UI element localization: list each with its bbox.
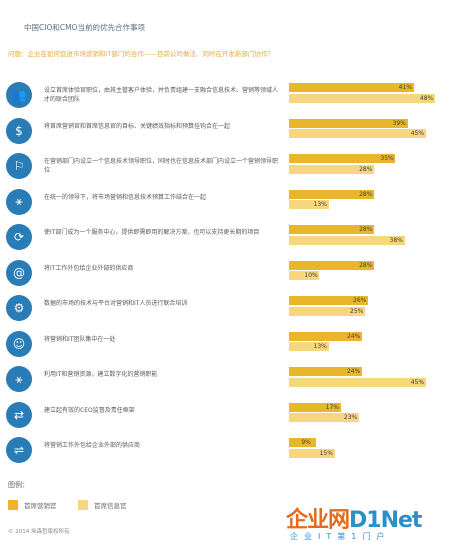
category-label: 将营销工作外包给企业外部的供应商 <box>44 442 141 449</box>
bar-cio <box>289 306 365 316</box>
chart-title: 中国CIO和CMO当前的优先合作事项 <box>24 23 145 32</box>
legend-label-cmo: 首席营销官 <box>24 502 57 510</box>
network-icon: ⚹ <box>6 188 32 215</box>
watermark-logo-main: 企业网 <box>286 508 350 533</box>
survey-question: 问题：企业在如何促进市场营销和IT部门的合作——目前公司做法、同时在开发新部门协… <box>8 50 274 58</box>
gear-head-icon: ⚙ <box>6 295 32 321</box>
bar-label-cmo: 28% <box>359 226 373 233</box>
bar-label-cio: 45% <box>410 130 425 137</box>
bar-cio <box>289 235 405 245</box>
network-icon: ⚹ <box>6 366 32 392</box>
category-label: 在统一的领导下，将市场营销和信息技术预算工作结合在一起 <box>44 193 207 201</box>
bar-label-cmo: 28% <box>359 261 373 269</box>
bar-cmo <box>289 118 408 128</box>
category-label: 建立起有效的CEO监督及责任框架 <box>44 406 135 414</box>
bar-label-cmo: 39% <box>392 119 406 127</box>
bar-label-cmo: 41% <box>398 84 412 91</box>
category-label: 将营销和IT团队集中在一处 <box>44 335 116 343</box>
bar-label-cmo: 17% <box>325 403 340 411</box>
org-chart-icon: ⚐ <box>6 153 32 179</box>
bar-label-cmo: 35% <box>380 155 394 162</box>
watermark-logo: 企业网D1Net <box>286 502 422 534</box>
bar-label-cio: 38% <box>389 236 403 244</box>
legend-item-cmo: 首席营销官 <box>8 500 57 510</box>
head-icon: ☺ <box>6 330 32 357</box>
bar-label-cio: 10% <box>304 272 318 279</box>
copyright: © 2014 埃森哲版权所有 <box>8 529 70 535</box>
category-label: 使IT部门成为一个服务中心，提供即需即用的解决方案，也可以支持更长期的项目 <box>44 229 260 236</box>
bar-cio <box>289 271 320 280</box>
bar-label-cio: 15% <box>319 449 333 457</box>
sync-icon: ⟳ <box>6 224 32 250</box>
watermark-tagline: 企业IT第1门户 <box>290 532 391 541</box>
bar-cio <box>289 448 335 458</box>
bar-label-cio: 23% <box>343 414 358 421</box>
bar-label-cmo: 26% <box>353 297 367 304</box>
handshake-icon: ⇄ <box>6 401 32 428</box>
watermark-logo-accent: D1Net <box>349 508 422 533</box>
bar-label-cio: 45% <box>410 378 425 386</box>
legend-item-cio: 首席信息官 <box>78 500 127 510</box>
category-label: 数据的市场的技术与平台对营销和IT人员进行联合培训 <box>44 300 188 307</box>
bar-cmo <box>289 83 414 92</box>
category-label: 将IT工作外包给企业外部的供应商 <box>44 264 134 272</box>
bar-cio <box>289 129 426 138</box>
bar-cmo <box>289 296 369 305</box>
category-label: 利用IT和营销资源，建立数字化的营销职能 <box>44 371 158 378</box>
email-icon: @ <box>6 259 32 286</box>
legend-title: 图例： <box>8 481 29 489</box>
bar-cmo <box>289 438 317 447</box>
bar-cio <box>289 93 435 103</box>
bar-label-cio: 25% <box>350 307 364 315</box>
bar-cmo <box>289 154 396 163</box>
legend-label-cio: 首席信息官 <box>94 502 127 510</box>
category-label: 设立首席体验官职位，由其主管客户体验，并负责组建一支融合信息技术、营销等领域人才… <box>44 87 279 103</box>
bar-cmo <box>289 402 341 412</box>
category-label: 将首席营销官和首席信息官的目标、关键绩效指标和预算挂钩合在一起 <box>44 122 231 130</box>
bar-label-cio: 48% <box>419 94 434 102</box>
bar-cio <box>289 377 426 387</box>
legend-swatch-cio <box>78 500 88 510</box>
bar-cio <box>289 164 375 174</box>
legend-swatch-cmo <box>8 500 18 510</box>
bar-label-cio: 13% <box>313 343 327 350</box>
bar-cmo <box>289 189 375 199</box>
bar-label-cmo: 28% <box>359 190 373 198</box>
bar-cio <box>289 200 329 209</box>
bar-label-cio: 13% <box>313 201 327 208</box>
dollar-icon: $ <box>6 117 32 144</box>
bar-label-cmo: 24% <box>346 368 361 375</box>
bar-label-cmo: 24% <box>346 332 361 340</box>
bar-cmo <box>289 260 375 270</box>
bar-cmo <box>289 225 375 234</box>
team-icon: 👥 <box>6 82 32 108</box>
bar-cmo <box>289 367 362 376</box>
bar-cio <box>289 413 359 422</box>
category-label: 在营销部门内设立一个信息技术领导职位，同时也在信息技术部门内设立一个营销领导职位 <box>44 158 279 174</box>
bar-cmo <box>289 331 362 341</box>
bar-label-cmo: 9% <box>301 439 311 446</box>
bar-label-cio: 28% <box>359 165 373 173</box>
outsource-icon: ⇌ <box>6 437 32 463</box>
bar-cio <box>289 342 329 351</box>
